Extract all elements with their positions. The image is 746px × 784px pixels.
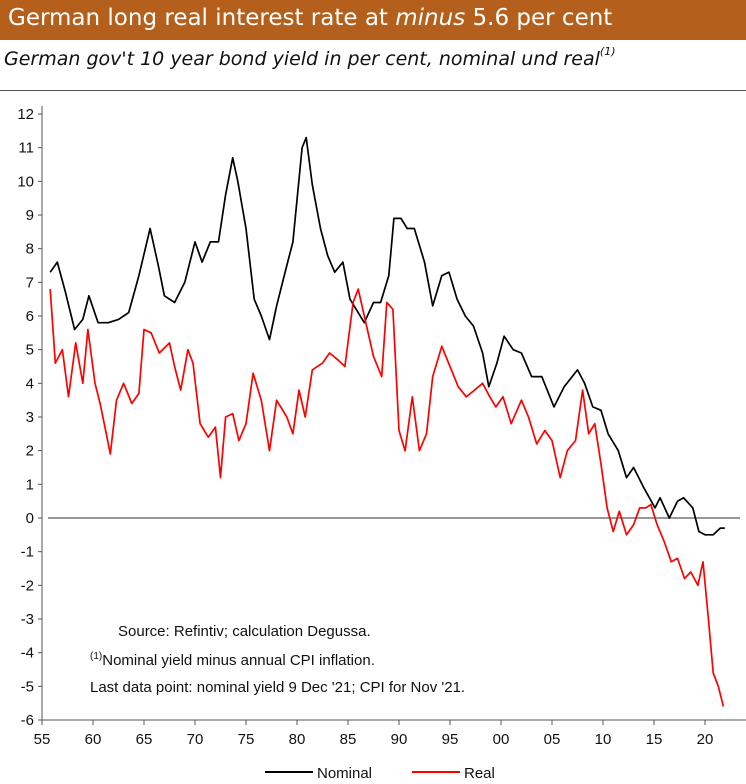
y-tick-label: -1 [21,544,34,561]
x-tick-label: 75 [238,731,255,748]
subtitle-footnote-marker: (1) [599,45,616,58]
chart-title: German long real interest rate at minus … [8,5,612,31]
chart-legend: Nominal Real [265,765,495,782]
series-group [49,136,725,707]
series-line-real [49,288,725,707]
footnote-text: Nominal yield minus annual CPI inflation… [102,652,375,669]
y-tick-label: 8 [26,241,34,258]
y-tick-label: -5 [21,678,34,695]
y-tick-label: 12 [17,106,34,123]
x-tick-label: 65 [136,731,153,748]
legend-label-real: Real [464,765,495,782]
y-tick-label: -3 [21,611,34,628]
x-tick-label: 20 [697,731,714,748]
y-tick-label: -2 [21,577,34,594]
x-tick-label: 90 [391,731,408,748]
y-tick-label: 9 [26,207,34,224]
footnote-note: (1)Nominal yield minus annual CPI inflat… [90,651,375,669]
y-tick-label: 11 [18,140,34,157]
x-tick-label: 15 [646,731,663,748]
x-tick-label: 80 [289,731,306,748]
x-tick-label: 55 [34,731,51,748]
y-tick-label: 7 [26,274,34,291]
y-tick-label: 5 [26,342,34,359]
last-data-point-note: Last data point: nominal yield 9 Dec '21… [90,679,466,696]
y-tick-label: 0 [26,510,34,527]
y-tick-label: -4 [21,645,34,662]
title-bar [0,0,746,40]
chart-subtitle-text: German gov't 10 year bond yield in per c… [4,48,600,70]
y-tick-label: 2 [26,443,34,460]
y-tick-label: -6 [21,712,34,729]
x-tick-label: 95 [442,731,459,748]
x-tick-label: 60 [85,731,102,748]
footnote-marker: (1) [90,651,103,662]
chart-subtitle: German gov't 10 year bond yield in per c… [4,45,616,70]
x-tick-label: 10 [595,731,612,748]
chart-title-prefix: German long real interest rate at [8,5,396,31]
y-tick-label: 6 [26,308,34,325]
y-tick-label: 4 [26,375,34,392]
y-tick-label: 3 [26,409,34,426]
y-tick-label: 1 [26,476,34,493]
series-line-nominal [49,136,725,536]
chart-title-emphasis: minus [395,5,466,31]
x-tick-label: 70 [187,731,204,748]
x-tick-label: 00 [493,731,510,748]
y-tick-label: 10 [17,173,34,190]
legend-label-nominal: Nominal [317,765,372,782]
x-tick-label: 85 [340,731,357,748]
header-divider [0,90,746,91]
x-tick-label: 05 [544,731,561,748]
source-note: Source: Refintiv; calculation Degussa. [118,623,371,640]
chart-title-suffix: 5.6 per cent [465,5,613,31]
